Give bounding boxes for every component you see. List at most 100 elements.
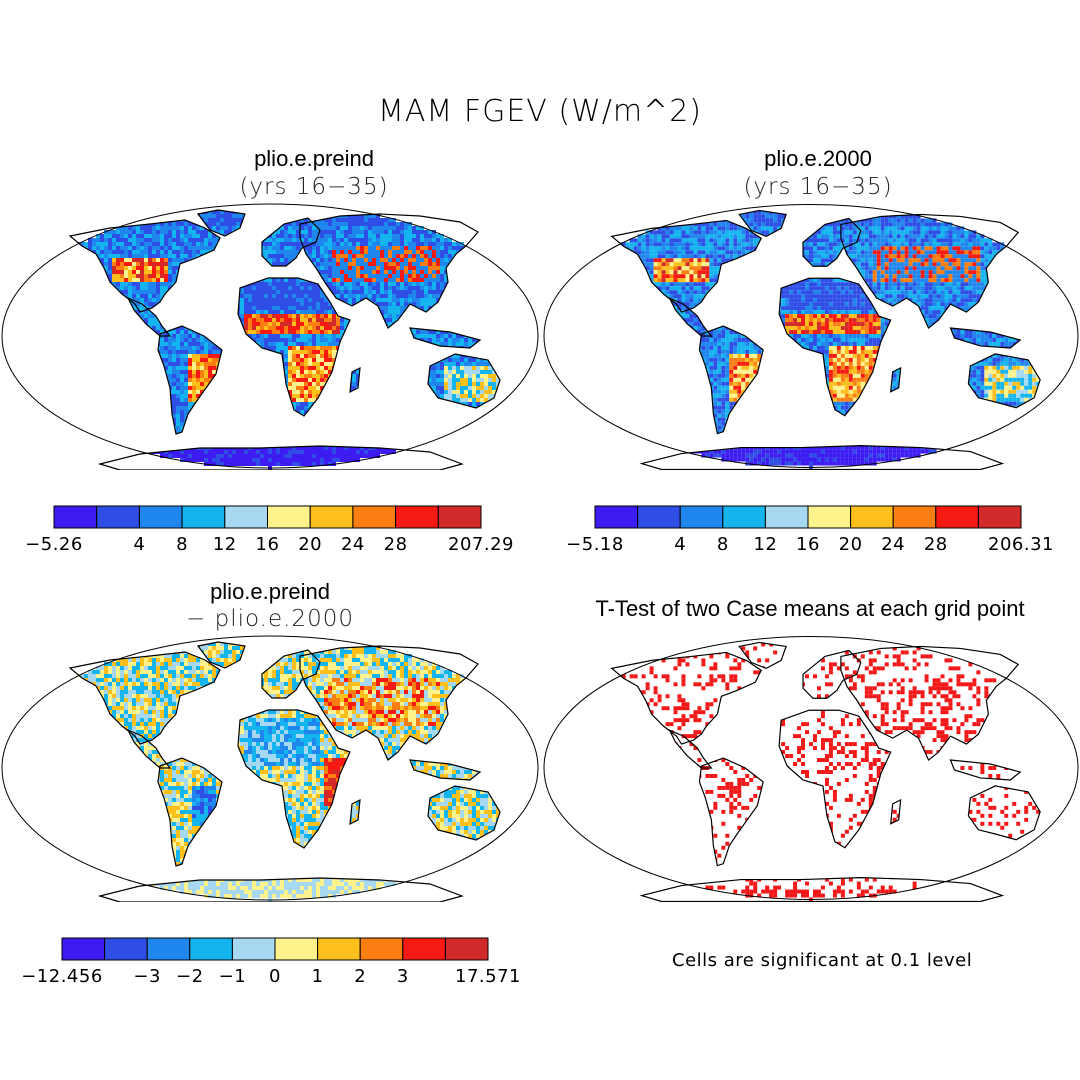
- colorbar-swatch: [594, 505, 639, 529]
- panel-2-title: plio.e.2000: [618, 146, 1018, 172]
- coastline-madagascar: [349, 798, 361, 826]
- coastline-australia: [967, 785, 1041, 841]
- coastline-madagascar: [890, 366, 902, 393]
- coastline-madagascar: [890, 798, 902, 825]
- map-boundary: [543, 203, 1079, 469]
- coastline-asia: [840, 645, 1020, 761]
- coastline-south-america: [698, 757, 764, 867]
- coastline-central-america: [668, 728, 713, 769]
- colorbar-label: 4: [133, 534, 145, 555]
- colorbar-swatch: [181, 505, 226, 529]
- colorbar-swatch: [437, 505, 482, 529]
- colorbar-swatch: [96, 505, 140, 529]
- panel-1-colorbar: −5.26 4 8 12 16 20 24 28 207.29: [25, 505, 514, 555]
- colorbar-swatch: [224, 505, 269, 529]
- figure-title: MAM FGEV (W/m^2): [0, 94, 1080, 129]
- coastline-central-america: [668, 296, 713, 337]
- colorbar-label: 24: [881, 534, 905, 555]
- panel-1-subtitle: (yrs 16−35): [114, 174, 514, 200]
- colorbar-swatch: [317, 937, 361, 961]
- colorbar-label: 8: [176, 534, 188, 555]
- colorbar-label: −12.456: [21, 966, 103, 987]
- colorbar-label: 16: [796, 534, 820, 555]
- colorbar-label: 3: [397, 966, 409, 987]
- panel-1-map: [1, 203, 539, 470]
- coastline-africa: [237, 709, 351, 849]
- colorbar-label: 28: [924, 534, 948, 555]
- coastline-north-america: [610, 651, 762, 745]
- coastline-indonesia: [409, 327, 482, 349]
- colorbar-label: 0: [269, 966, 281, 987]
- panel-3-map: [1, 635, 539, 902]
- coastline-greenland: [196, 209, 246, 237]
- coastline-africa: [778, 709, 892, 849]
- colorbar-label: 28: [384, 534, 408, 555]
- coastline-central-america: [126, 728, 172, 769]
- coastline-indonesia: [409, 759, 482, 781]
- map-boundary: [1, 635, 539, 901]
- colorbar-swatch: [850, 505, 894, 529]
- coastline-asia: [299, 645, 479, 761]
- colorbar-swatch: [231, 937, 276, 961]
- colorbar-swatch: [395, 505, 439, 529]
- map-boundary: [1, 203, 539, 469]
- map-boundary: [543, 635, 1079, 901]
- panel-2-map: [543, 203, 1079, 470]
- colorbar-label: −2: [176, 966, 204, 987]
- coastline-indonesia: [949, 759, 1022, 781]
- coastline-europe: [261, 649, 321, 699]
- coastline-antarctica: [639, 444, 1005, 470]
- coastline-madagascar: [349, 366, 361, 394]
- coastline-greenland: [196, 641, 246, 669]
- colorbar-swatch: [679, 505, 724, 529]
- colorbar-swatch: [309, 505, 354, 529]
- coastline-australia: [427, 785, 501, 841]
- colorbar-label: 2: [354, 966, 366, 987]
- colorbar-swatch: [53, 505, 98, 529]
- colorbar-swatch: [722, 505, 766, 529]
- colorbar-swatch: [61, 937, 106, 961]
- coastline-europe: [261, 217, 321, 267]
- colorbar-swatch: [104, 937, 148, 961]
- coastline-north-america: [68, 651, 221, 745]
- colorbar-swatch: [267, 505, 311, 529]
- panel-3-title: plio.e.preind: [70, 579, 470, 605]
- panel-3-subtitle: − plio.e.2000: [70, 606, 470, 632]
- colorbar-label: 1: [312, 966, 324, 987]
- colorbar-label: 12: [213, 534, 237, 555]
- coastline-europe: [802, 217, 862, 267]
- colorbar-label: 20: [839, 534, 863, 555]
- colorbar-swatch: [444, 937, 489, 961]
- colorbar-swatch: [892, 505, 937, 529]
- coastline-africa: [237, 277, 351, 417]
- coastline-africa: [778, 277, 892, 417]
- colorbar-label: −3: [133, 966, 161, 987]
- colorbar-label: −5.26: [25, 534, 83, 555]
- panel-2-colorbar: −5.18 4 8 12 16 20 24 28 206.31: [566, 505, 1053, 555]
- colorbar-label: 12: [753, 534, 777, 555]
- coastline-asia: [840, 213, 1020, 329]
- colorbar-swatch: [189, 937, 233, 961]
- coastline-greenland: [738, 209, 787, 238]
- colorbar-swatch: [359, 937, 404, 961]
- colorbar-label: 16: [256, 534, 280, 555]
- panel-4-title: T-Test of two Case means at each grid po…: [560, 596, 1060, 622]
- colorbar-swatch: [637, 505, 681, 529]
- colorbar-label: 207.29: [448, 534, 514, 555]
- colorbar-label: 8: [717, 534, 729, 555]
- colorbar-swatch: [138, 505, 183, 529]
- coastline-greenland: [738, 641, 787, 670]
- colorbar-swatch: [807, 505, 852, 529]
- coastline-australia: [427, 353, 501, 409]
- colorbar-label: 20: [298, 534, 322, 555]
- coastline-antarctica: [97, 877, 464, 902]
- coastline-central-america: [126, 296, 172, 337]
- coastline-north-america: [68, 219, 221, 313]
- colorbar-label: 17.571: [455, 966, 521, 987]
- coastline-asia: [299, 213, 479, 329]
- coastline-antarctica: [639, 876, 1005, 902]
- colorbar-label: −5.18: [566, 534, 624, 555]
- coastline-south-america: [157, 757, 223, 867]
- coastline-antarctica: [97, 445, 464, 470]
- colorbar-swatch: [935, 505, 979, 529]
